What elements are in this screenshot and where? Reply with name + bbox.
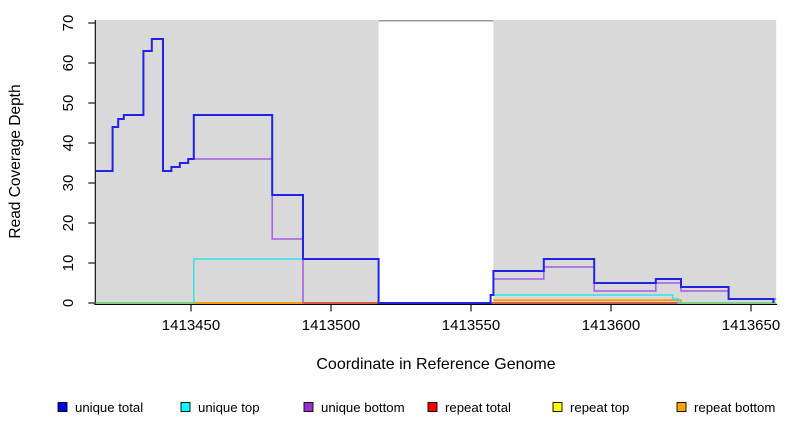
legend-swatch-repeat-total: [427, 402, 438, 412]
legend-label: unique top: [198, 400, 260, 415]
x-tick-label: 1413550: [442, 317, 500, 334]
legend-swatch-repeat-top: [552, 402, 563, 412]
y-tick-label: 10: [60, 255, 77, 272]
legend-swatch-unique-bottom: [303, 402, 314, 412]
y-tick-label: 60: [60, 55, 77, 72]
y-tick-label: 20: [60, 215, 77, 232]
y-tick-label: 50: [60, 95, 77, 112]
legend-label: unique bottom: [321, 400, 405, 415]
legend-item: repeat top: [552, 400, 629, 415]
x-axis-title: Coordinate in Reference Genome: [316, 356, 555, 373]
x-tick-label: 1413650: [722, 317, 780, 334]
series-unique-total-line: [95, 38, 775, 304]
legend-label: repeat total: [445, 400, 511, 415]
legend-item: unique bottom: [303, 400, 405, 415]
legend-label: repeat bottom: [694, 400, 775, 415]
y-axis-title: Read Coverage Depth: [7, 84, 24, 238]
y-tick-label: 40: [60, 135, 77, 152]
legend-swatch-unique-top: [180, 402, 191, 412]
legend-swatch-repeat-bottom: [676, 402, 687, 412]
masked-region: [378, 20, 494, 304]
legend-item: repeat bottom: [676, 400, 775, 415]
legend-label: unique total: [75, 400, 143, 415]
legend-item: unique total: [57, 400, 143, 415]
x-tick-label: 1413450: [162, 317, 220, 334]
y-tick-label: 30: [60, 175, 77, 192]
legend-item: repeat total: [427, 400, 511, 415]
legend: unique total unique top unique bottom repea…: [57, 400, 775, 415]
series-repeat-bottom-line: [493, 299, 682, 303]
legend-label: repeat top: [570, 400, 629, 415]
legend-swatch-unique-total: [57, 402, 68, 412]
y-tick-label: 70: [60, 15, 77, 32]
y-tick-label: 0: [60, 299, 77, 307]
x-tick-label: 1413600: [582, 317, 640, 334]
x-tick-label: 1413500: [302, 317, 360, 334]
legend-item: unique top: [180, 400, 260, 415]
